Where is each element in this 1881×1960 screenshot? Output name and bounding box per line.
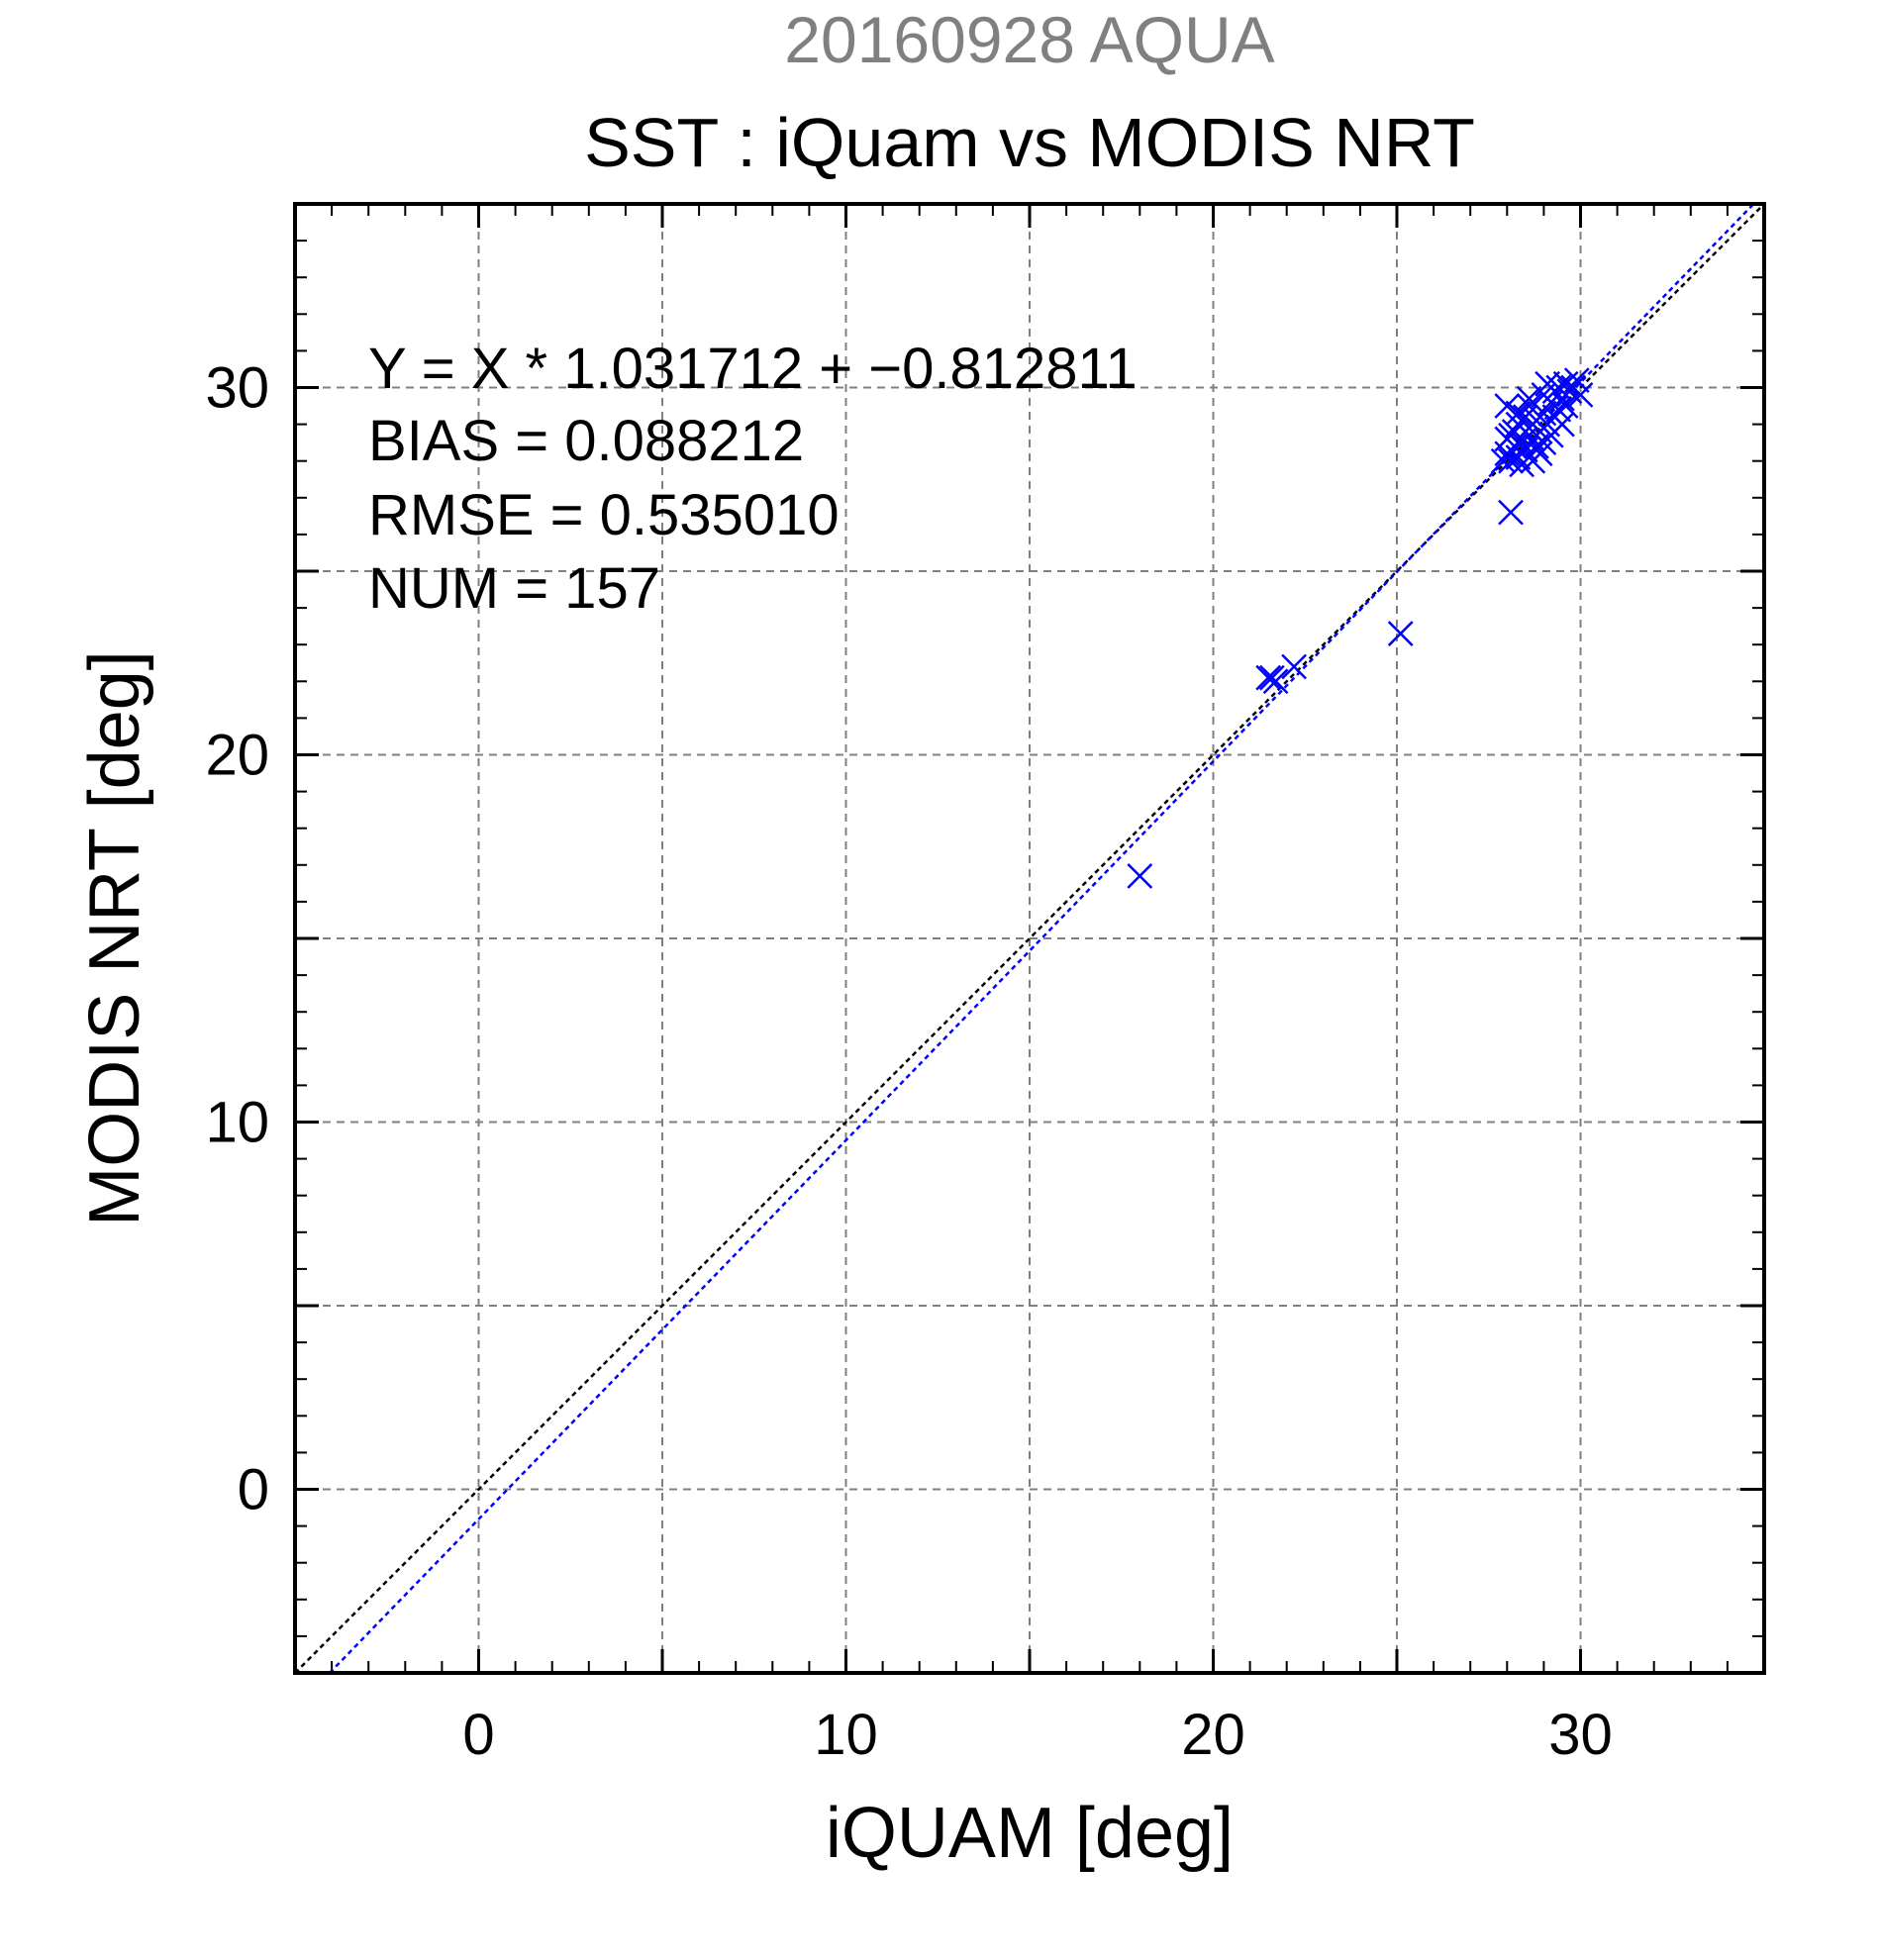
scatter-point [1262,668,1289,695]
scatter-point [1531,430,1557,456]
scatter-point [1494,393,1521,419]
plot-frame [293,202,1766,1675]
scatter-point [1552,393,1579,419]
y-tick-label: 0 [238,1458,269,1522]
scatter-point [1505,400,1532,427]
scatter-point [1127,863,1153,889]
scatter-point [1516,385,1542,412]
data-points [1127,367,1594,889]
x-tick-label: 10 [814,1703,878,1767]
scatter-point [1498,422,1524,448]
scatter-point [1520,447,1546,474]
scatter-point [1524,433,1549,459]
scatter-point [1545,396,1572,423]
scatter-point [1498,499,1524,526]
y-tick-label: 30 [205,356,269,421]
scatter-point [1387,621,1414,646]
scatter-point [1255,664,1282,691]
chart-title: SST : iQuam vs MODIS NRT [584,104,1475,181]
scatter-point [1534,370,1560,397]
major-ticks [295,204,1764,1673]
y-tick-labels: 0 10 20 30 [205,356,269,1522]
x-tick-label: 30 [1548,1703,1613,1767]
grid-lines [295,204,1764,1673]
stats-num: NUM = 157 [368,556,660,621]
chart-supertitle: 20160928 AQUA [784,3,1274,76]
x-tick-labels: 0 10 20 30 [462,1703,1612,1767]
y-tick-label: 10 [205,1091,269,1155]
y-axis-label: MODIS NRT [deg] [75,650,154,1226]
stats-bias: BIAS = 0.088212 [368,409,804,473]
x-axis-label: iQUAM [deg] [826,1794,1234,1873]
y-tick-label: 20 [205,724,269,788]
identity-line [295,204,1764,1673]
scatter-point [1567,382,1594,408]
scatter-point [1563,367,1590,393]
x-tick-label: 0 [462,1703,494,1767]
stats-fit-equation: Y = X * 1.031712 + −0.812811 [368,337,1138,401]
scatter-point [1281,653,1308,680]
x-tick-label: 20 [1181,1703,1245,1767]
stats-rmse: RMSE = 0.535010 [368,483,840,547]
